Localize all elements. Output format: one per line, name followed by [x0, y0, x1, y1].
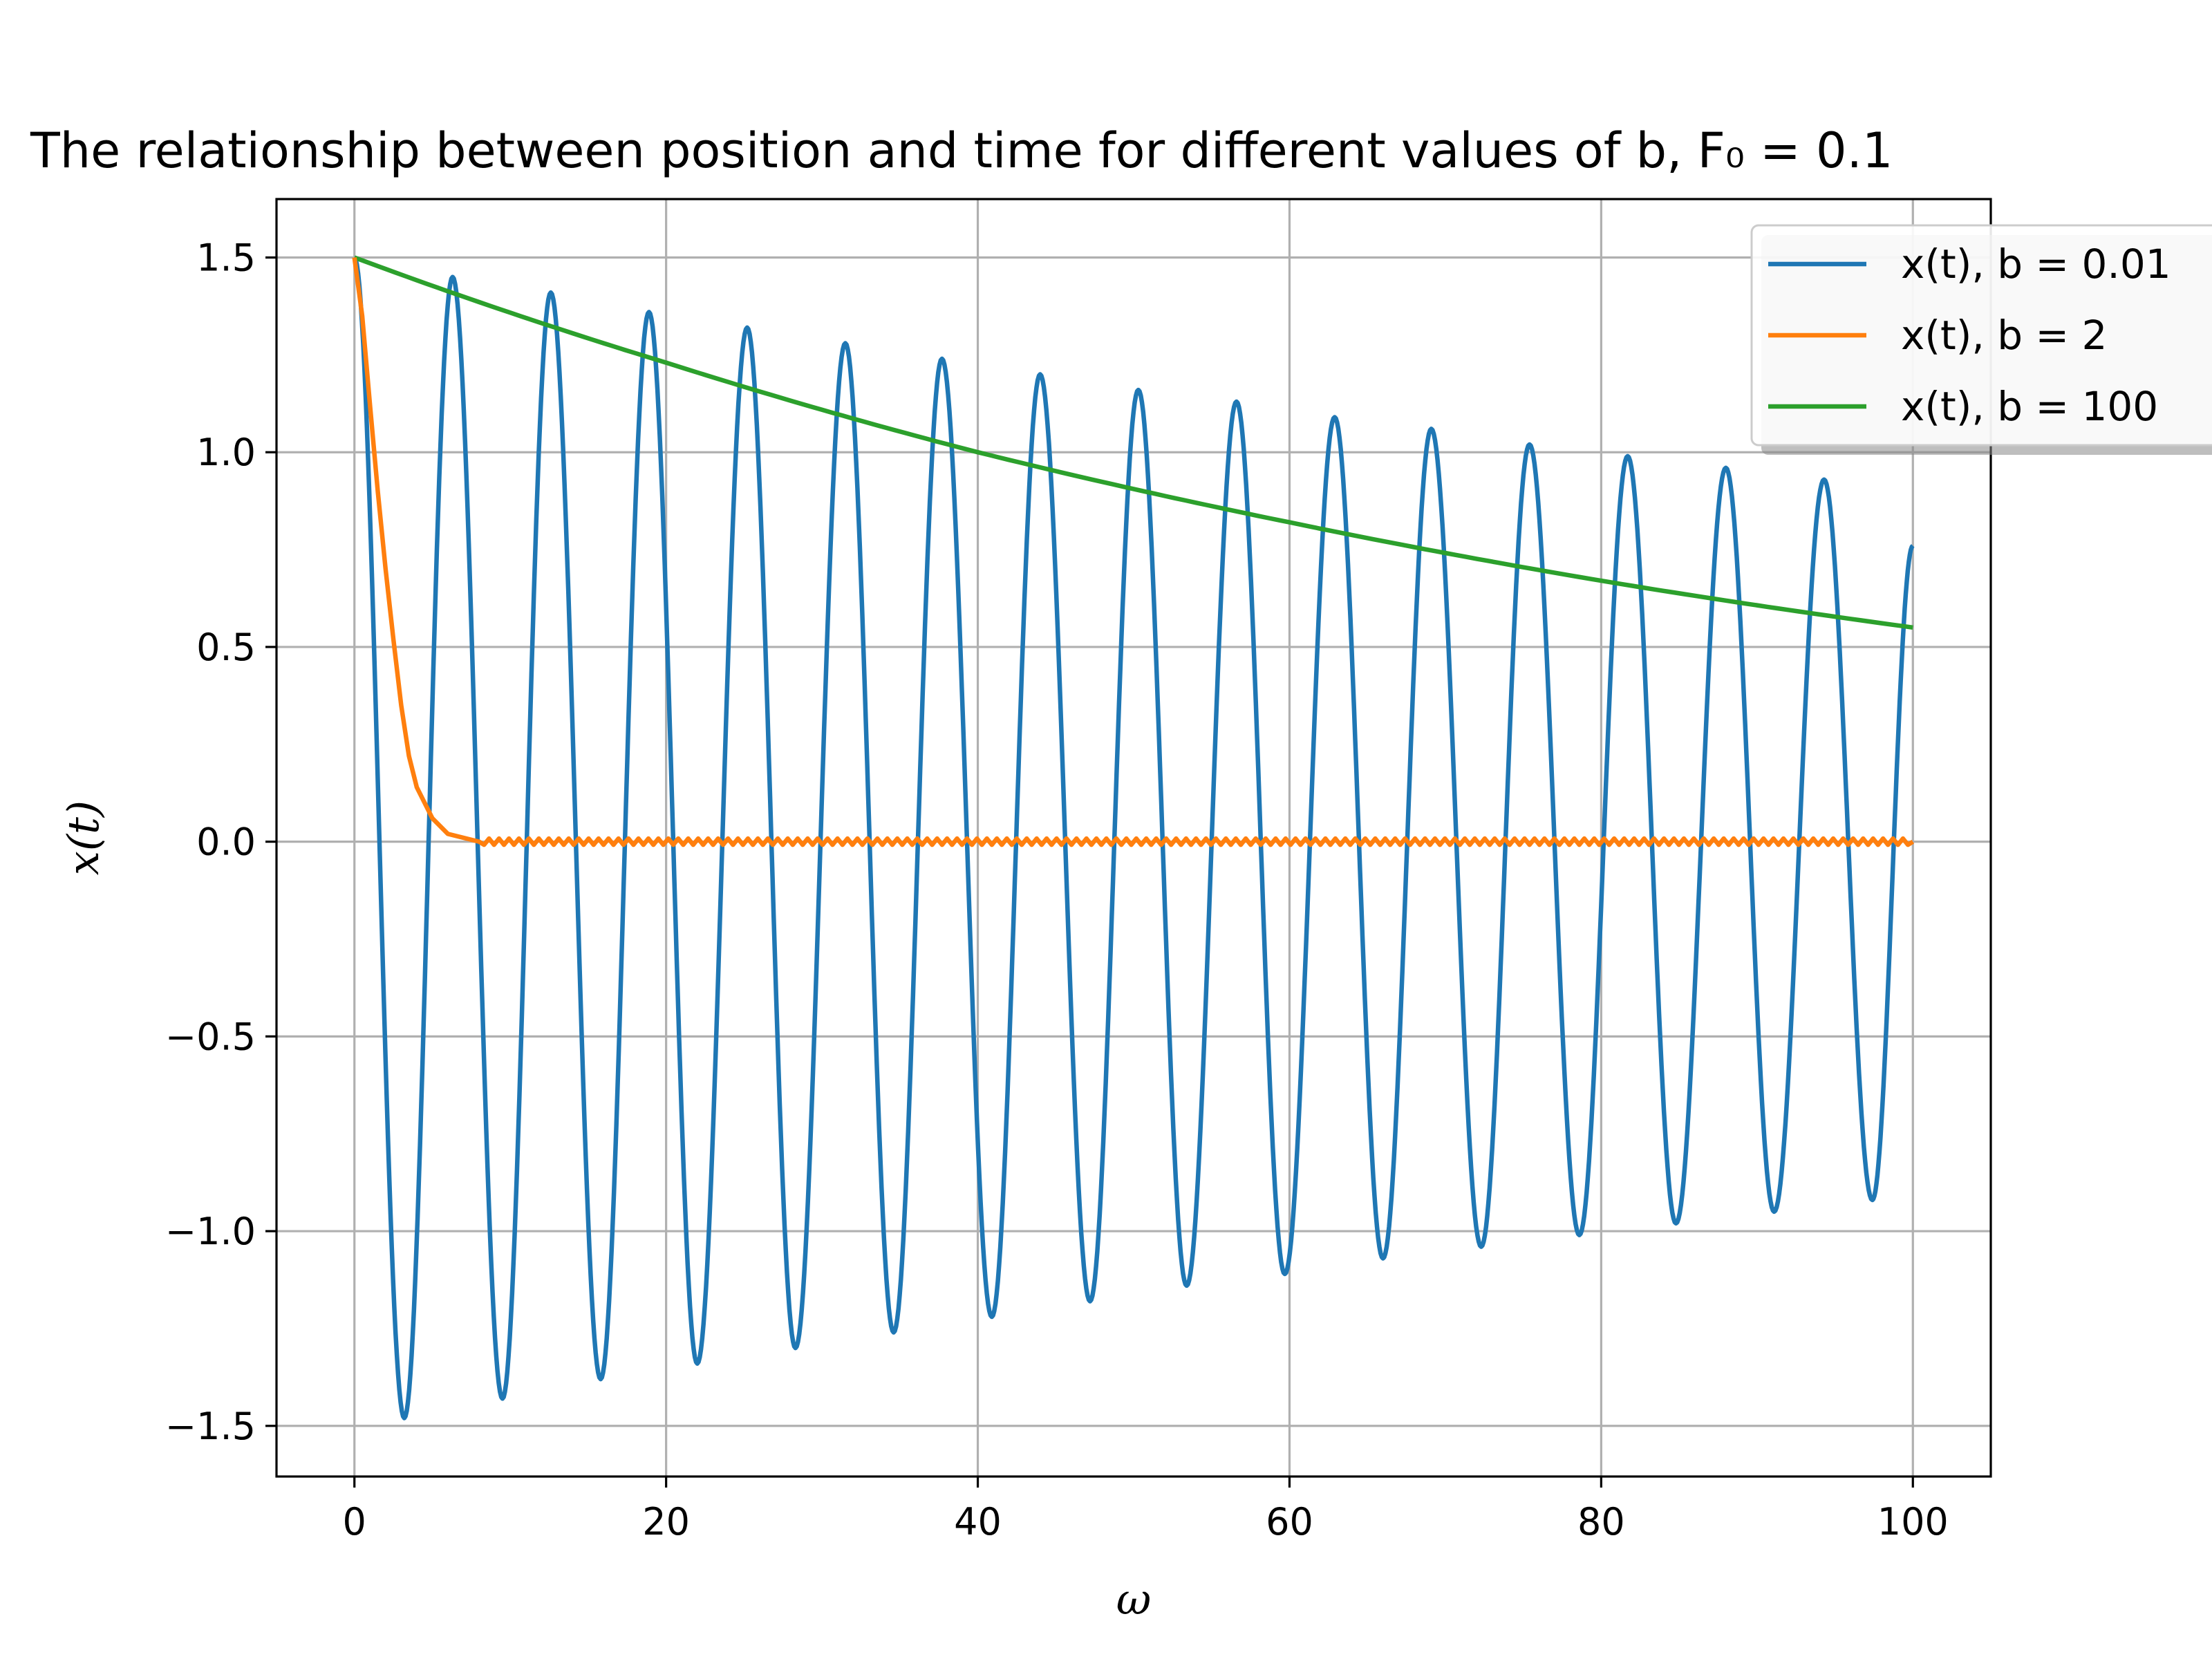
- x-axis-label: ω: [1116, 1574, 1152, 1624]
- legend: x(t), b = 0.01 x(t), b = 2 x(t), b = 100: [1750, 224, 2212, 455]
- y-tick-label: 1.5: [196, 236, 256, 280]
- x-tick-label: 20: [642, 1500, 690, 1544]
- series-line-b-100: [353, 255, 1913, 630]
- y-axis-label: x(t): [58, 800, 109, 875]
- y-tick-label: −1.5: [165, 1405, 256, 1448]
- legend-label: x(t), b = 2: [1901, 312, 2107, 359]
- legend-box: [1750, 224, 2212, 447]
- y-axis-ticks: −1.5 −1.0 −0.5 0.0 0.5 1.0 1.5: [165, 236, 276, 1448]
- y-gridlines: [276, 256, 1991, 1427]
- x-tick-label: 100: [1877, 1500, 1949, 1544]
- y-tick-label: 0.5: [196, 626, 256, 669]
- x-axis-ticks: 0 20 40 60 80 100: [343, 1477, 1949, 1544]
- y-tick-label: −0.5: [165, 1015, 256, 1058]
- x-tick-label: 0: [343, 1500, 366, 1544]
- legend-label: x(t), b = 0.01: [1901, 241, 2171, 288]
- axes-frame: [275, 198, 1992, 1478]
- legend-entries: x(t), b = 0.01 x(t), b = 2 x(t), b = 100: [1768, 241, 2171, 430]
- series-line-b-2: [352, 257, 1915, 847]
- y-tick-label: −1.0: [165, 1210, 256, 1253]
- series-line-b-0.01: [353, 256, 1915, 1421]
- legend-label: x(t), b = 100: [1901, 383, 2158, 430]
- series-layer: [352, 255, 1915, 1421]
- chart-title: The relationship between position and ti…: [30, 122, 1893, 179]
- x-tick-label: 40: [954, 1500, 1002, 1544]
- y-tick-label: 1.0: [196, 431, 256, 474]
- x-tick-label: 60: [1266, 1500, 1313, 1544]
- y-tick-label: 0.0: [196, 821, 256, 864]
- x-tick-label: 80: [1577, 1500, 1625, 1544]
